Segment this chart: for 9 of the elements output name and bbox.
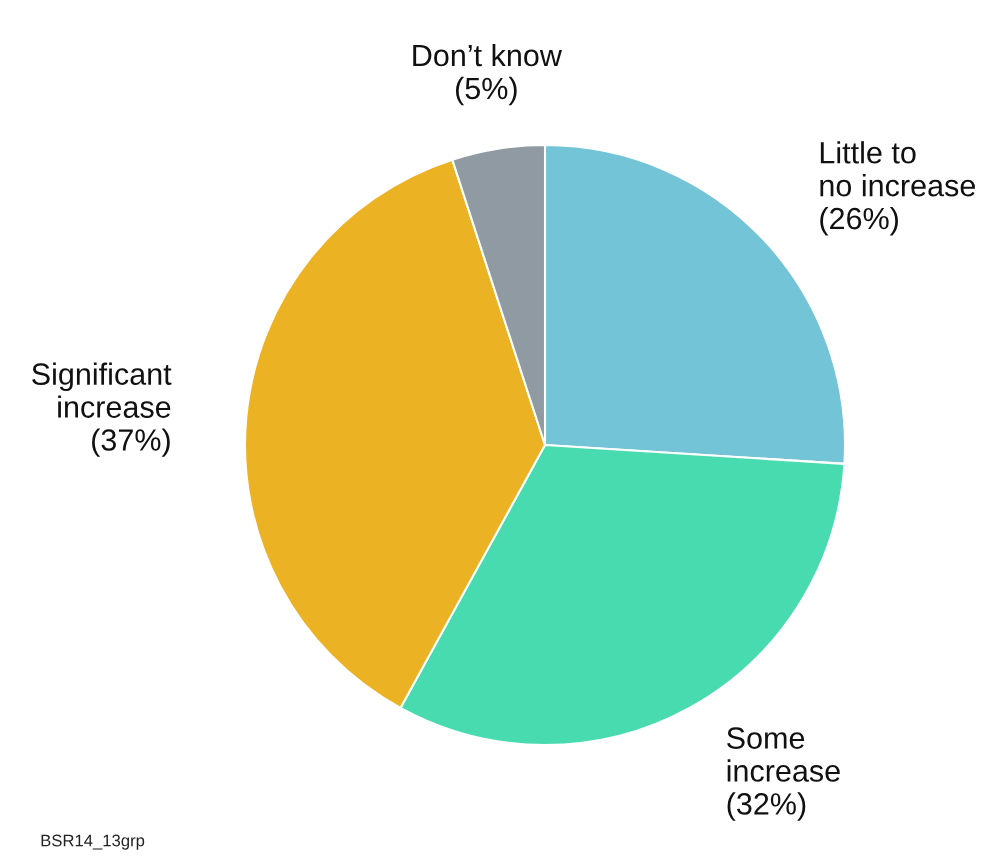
data-label: (32%) xyxy=(727,792,806,821)
text: BSR14_13grp xyxy=(41,834,145,850)
slice-label: Significant increase xyxy=(32,362,172,418)
slice-label: Some increase xyxy=(727,727,840,782)
slice-label: Don’t know xyxy=(413,43,562,67)
data-label: (37%) xyxy=(92,428,170,457)
data-label: (5%) xyxy=(455,76,517,106)
slice-label: Little to no increase xyxy=(820,141,975,197)
data-label: (26%) xyxy=(820,206,898,236)
